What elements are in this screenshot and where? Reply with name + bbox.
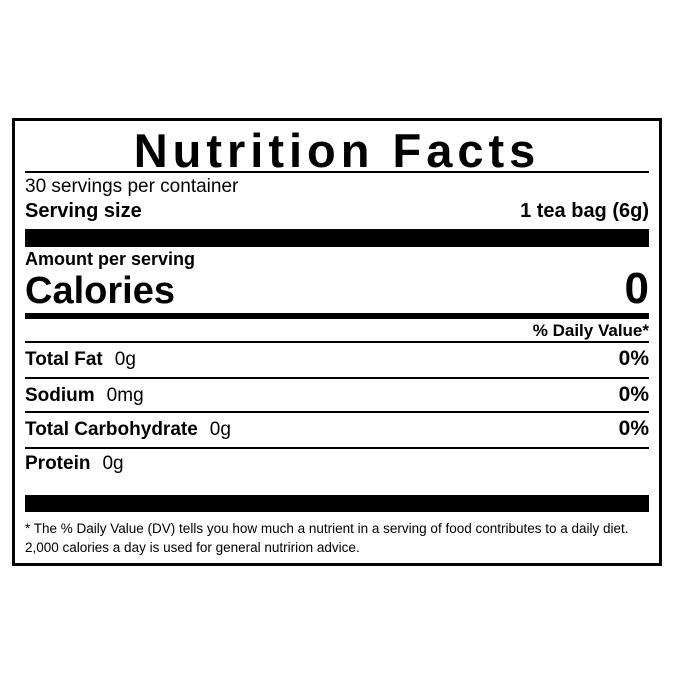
nutrient-name: Total Carbohydrate — [25, 419, 198, 440]
nutrient-row: Protein 0g — [25, 453, 649, 475]
nutrient: Sodium 0mg — [25, 385, 144, 407]
medium-rule — [25, 313, 649, 319]
nutrient: Total Fat 0g — [25, 349, 136, 371]
rule — [25, 447, 649, 449]
nutrient-amount: 0g — [102, 453, 124, 474]
amount-per-serving: Amount per serving — [25, 249, 196, 269]
rule — [25, 341, 649, 343]
nutrient-dv: 0% — [618, 347, 649, 370]
nutrient-dv: 0% — [618, 383, 649, 406]
rule — [25, 171, 649, 173]
nutrient-name: Total Fat — [25, 349, 103, 370]
nutrient: Total Carbohydrate 0g — [25, 419, 231, 441]
nutrient-row: Total Fat 0g 0% — [25, 347, 649, 371]
footnote: * The % Daily Value (DV) tells you how m… — [25, 521, 629, 555]
rule — [25, 377, 649, 379]
calories-value: 0 — [624, 264, 649, 313]
calories-row: Calories 0 — [25, 267, 649, 313]
nutrient-row: Sodium 0mg 0% — [25, 383, 649, 407]
calories-label: Calories — [25, 270, 175, 312]
servings: 30 servings per container — [25, 176, 239, 197]
nutrient-amount: 0g — [114, 349, 136, 370]
thick-rule — [25, 495, 649, 512]
nutrient-row: Total Carbohydrate 0g 0% — [25, 417, 649, 441]
thick-rule — [25, 229, 649, 247]
serving-size-value: 1 tea bag (6g) — [520, 200, 649, 222]
title: Nutrition Facts — [133, 124, 541, 177]
nutrient: Protein 0g — [25, 453, 124, 475]
nutrient-amount: 0g — [209, 419, 231, 440]
serving-size-row: Serving size 1 tea bag (6g) — [25, 200, 649, 223]
nutrition-label: Nutrition Facts 30 servings per containe… — [12, 118, 662, 566]
daily-value-header: % Daily Value* — [532, 321, 649, 340]
nutrient-name: Sodium — [25, 385, 95, 406]
nutrient-name: Protein — [25, 453, 91, 474]
nutrient-amount: 0mg — [106, 385, 144, 406]
nutrient-dv: 0% — [618, 417, 649, 440]
serving-size-label: Serving size — [25, 200, 142, 222]
rule — [25, 411, 649, 413]
